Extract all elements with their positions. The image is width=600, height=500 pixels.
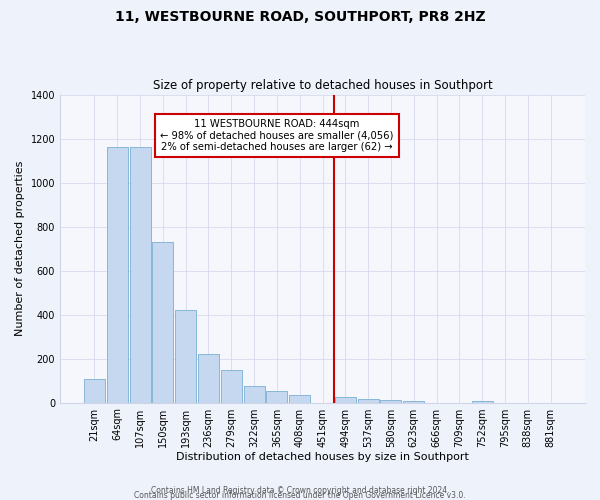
Bar [266, 391, 287, 402]
Text: Contains public sector information licensed under the Open Government Licence v3: Contains public sector information licen… [134, 491, 466, 500]
X-axis label: Distribution of detached houses by size in Southport: Distribution of detached houses by size … [176, 452, 469, 462]
Bar [289, 395, 310, 402]
Bar [335, 397, 356, 402]
Text: 11, WESTBOURNE ROAD, SOUTHPORT, PR8 2HZ: 11, WESTBOURNE ROAD, SOUTHPORT, PR8 2HZ [115, 10, 485, 24]
Bar [175, 310, 196, 402]
Y-axis label: Number of detached properties: Number of detached properties [15, 161, 25, 336]
Bar [152, 242, 173, 402]
Bar [380, 400, 401, 402]
Bar [358, 400, 379, 402]
Bar [130, 148, 151, 402]
Bar [107, 148, 128, 402]
Title: Size of property relative to detached houses in Southport: Size of property relative to detached ho… [152, 79, 493, 92]
Bar [221, 370, 242, 402]
Text: Contains HM Land Registry data © Crown copyright and database right 2024.: Contains HM Land Registry data © Crown c… [151, 486, 449, 495]
Bar [198, 354, 219, 403]
Bar [84, 379, 105, 402]
Bar [244, 386, 265, 402]
Text: 11 WESTBOURNE ROAD: 444sqm
← 98% of detached houses are smaller (4,056)
2% of se: 11 WESTBOURNE ROAD: 444sqm ← 98% of deta… [160, 119, 394, 152]
